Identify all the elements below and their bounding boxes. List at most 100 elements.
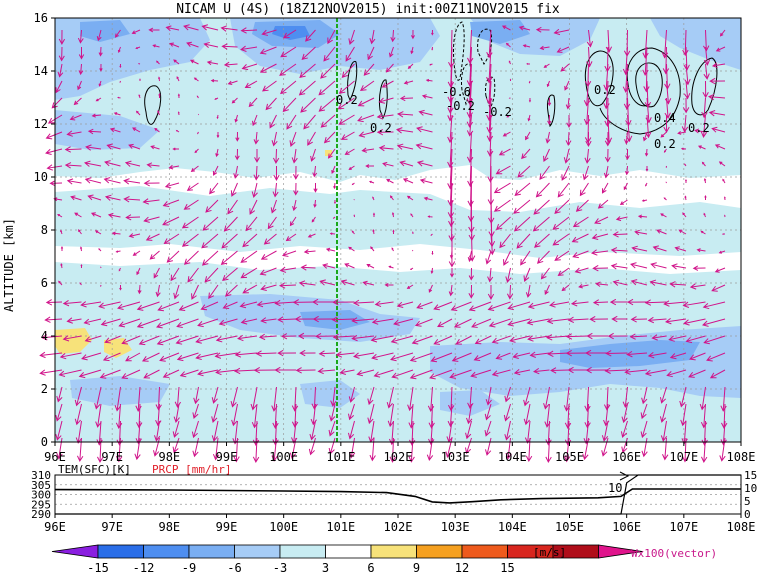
wind-vector [625,148,630,161]
wind-vector [237,334,258,342]
wind-vector [53,197,63,202]
wind-vector [680,403,687,427]
wind-vector [150,145,160,150]
wind-vector [357,97,375,107]
wind-vector [552,216,570,230]
wind-vector [157,301,180,312]
wind-vector [99,369,121,379]
wind-vector [39,369,63,376]
wind-vector [197,131,199,135]
wind-vector [668,335,687,342]
wind-vector [620,420,628,438]
wind-vector [583,80,591,107]
wind-vector [137,284,142,295]
wind-vector [650,262,667,269]
shade-region [470,20,530,44]
wind-vector [143,179,160,187]
wind-vector [445,437,453,458]
colorbar-swatch [416,544,463,559]
wind-vector [249,199,258,215]
colorbar-tick-label: -15 [87,561,109,575]
wind-vector [662,46,670,75]
wind-vector [507,318,531,327]
wind-vector [512,352,531,359]
wind-vector [392,229,395,235]
x-tick-label: 108E [727,450,756,464]
wind-vector [470,369,492,378]
wind-vector [311,298,336,306]
wind-vector [66,317,82,324]
wind-vector [87,194,102,201]
wind-vector [362,280,375,286]
wind-vector [162,199,180,208]
wind-vector [572,216,589,228]
wind-vector [348,437,356,459]
wind-vector [391,369,414,379]
wind-vector [56,437,63,460]
wind-vector [485,250,492,265]
wind-vector [642,131,648,142]
wind-vector [187,267,199,283]
wind-vector [240,267,258,279]
colorbar-unit: [m/s] [533,546,566,559]
wind-vector [451,352,472,362]
wind-vector [260,317,277,324]
wind-vector [169,42,180,48]
x-tick-label: 102E [384,450,413,464]
prcp-annotation: 10 [608,481,622,495]
wind-vector [550,367,570,374]
wind-vector [197,318,219,328]
wind-vector [543,63,550,68]
wind-vector [83,318,102,325]
wind-vector [170,267,180,282]
wind-vector [584,148,591,164]
wind-vector [466,97,474,128]
wind-vector [117,46,121,53]
wind-vector [367,46,375,61]
wind-vector [80,301,102,308]
wind-vector [539,45,550,51]
wind-vector [621,403,628,424]
wind-vector [448,386,455,412]
wind-vector [603,165,610,179]
wind-vector [529,351,550,358]
wind-vector [279,63,297,76]
wind-vector [493,199,511,212]
wind-vector [295,367,316,374]
wind-vector [81,352,102,361]
wind-vector [136,267,141,276]
wind-vector [447,403,454,428]
wind-vector [370,246,375,252]
wind-vector [80,263,83,269]
wind-vector [719,29,726,37]
wind-vector [168,164,180,170]
wind-vector [253,367,277,374]
wind-vector [299,63,316,78]
wind-vector [216,114,219,120]
wind-vector [678,229,687,235]
wind-vector [172,437,180,454]
wind-vector [77,229,82,235]
wind-vector [509,335,531,343]
wind-vector [706,352,726,362]
wind-vector [466,403,473,425]
wind-vector [277,316,297,323]
wind-vector [99,63,103,72]
wind-vector [664,97,671,119]
wind-vector [162,369,180,378]
wind-vector [358,131,375,138]
wind-vector [123,178,141,185]
wind-vector [447,131,454,169]
wind-vector [487,284,495,300]
wind-vector [586,332,609,340]
wind-vector [41,334,63,341]
wind-vector [549,301,570,308]
wind-vector [703,335,726,345]
x-tick-label: 97E [101,450,123,464]
wind-vector [248,97,258,108]
surface-x-ticks: 96E 97E 98E 99E 100E 101E 102E 103E 104E 105E 106E… [44,514,755,534]
wind-vector [682,301,706,308]
wind-vector [361,147,375,153]
x-tick-label: 99E [216,450,238,464]
wind-vector [371,318,394,325]
